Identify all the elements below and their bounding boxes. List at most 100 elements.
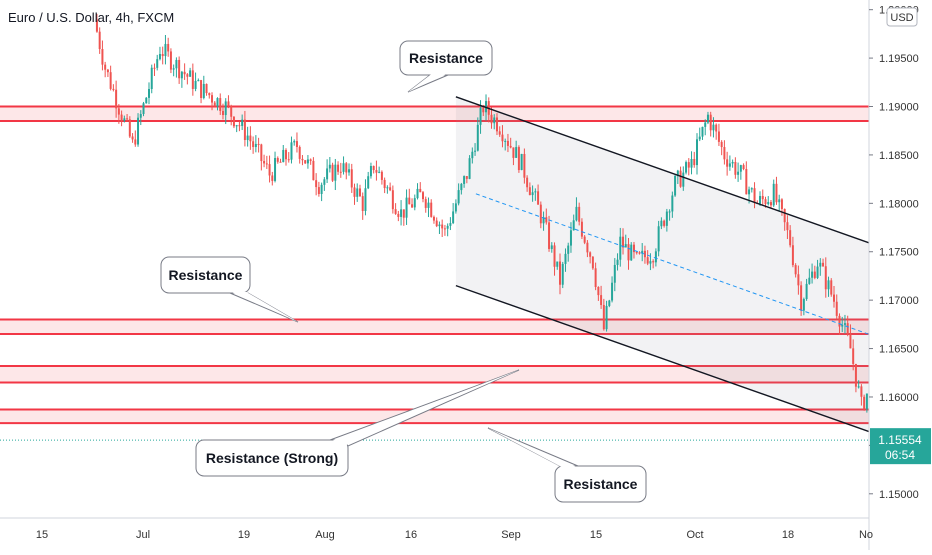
candle-body-232 (731, 161, 734, 164)
candle-body-33 (186, 74, 189, 77)
candle-body-15 (137, 117, 140, 145)
x-tick-label-0: 15 (36, 529, 48, 541)
candle-body-147 (498, 131, 501, 135)
candle-body-103 (378, 171, 381, 173)
candle-body-60 (260, 144, 263, 162)
candle-body-271 (838, 315, 841, 327)
candle-body-110 (397, 213, 400, 217)
candle-body-175 (575, 206, 578, 221)
candle-body-209 (668, 211, 671, 213)
candle-body-121 (427, 202, 430, 208)
candle-body-43 (213, 102, 216, 107)
candle-body-264 (819, 262, 822, 267)
candle-body-280 (863, 396, 866, 410)
candle-body-238 (748, 189, 751, 195)
candle-body-266 (824, 266, 827, 290)
resistance-zone-1 (0, 106, 869, 122)
candle-body-12 (128, 119, 131, 137)
candle-body-191 (619, 236, 622, 260)
callout-box-2 (160, 256, 251, 294)
candle-body-70 (287, 159, 290, 161)
candle-body-18 (145, 97, 148, 104)
candle-body-59 (257, 143, 260, 145)
candle-body-233 (734, 161, 737, 175)
candle-body-270 (835, 301, 838, 316)
candle-body-113 (405, 197, 408, 218)
candle-body-263 (816, 266, 819, 278)
candle-body-176 (578, 206, 581, 222)
candle-body-128 (446, 225, 449, 229)
callout-box-3 (195, 439, 349, 477)
candle-body-214 (682, 172, 685, 187)
callout-label-2: Resistance (169, 267, 243, 283)
candle-body-123 (432, 216, 435, 221)
candle-body-101 (372, 166, 375, 171)
candle-body-173 (569, 230, 572, 246)
candle-body-247 (772, 183, 775, 206)
candle-body-47 (224, 101, 227, 116)
candle-body-258 (802, 299, 805, 311)
candle-body-93 (350, 169, 353, 188)
candle-body-0 (95, 19, 98, 32)
candle-body-277 (854, 363, 857, 387)
candle-body-220 (698, 136, 701, 140)
candle-body-87 (334, 164, 337, 181)
candle-body-73 (295, 141, 298, 147)
candle-body-251 (783, 208, 786, 223)
candle-body-57 (252, 141, 255, 148)
price-axis-panel (869, 0, 932, 550)
candle-body-95 (356, 188, 359, 197)
candle-body-278 (857, 386, 860, 388)
candle-body-140 (479, 107, 482, 125)
candle-body-134 (463, 176, 466, 184)
candle-body-212 (676, 170, 679, 176)
candle-body-225 (712, 124, 715, 131)
candle-body-265 (822, 262, 825, 267)
candle-body-207 (663, 220, 666, 226)
candle-body-64 (271, 175, 274, 181)
candle-body-22 (156, 59, 159, 68)
candle-body-166 (550, 245, 553, 249)
candle-body-267 (827, 280, 830, 290)
candle-body-268 (830, 280, 833, 295)
candle-body-184 (600, 295, 603, 306)
callout-tail-mask-4 (488, 428, 577, 467)
candle-body-137 (471, 151, 474, 159)
candle-body-151 (509, 145, 512, 148)
last-price-label: 1.15554 (878, 433, 922, 447)
candle-body-105 (383, 179, 386, 189)
candle-body-167 (553, 245, 556, 267)
candle-body-208 (665, 211, 668, 226)
candle-body-124 (435, 220, 438, 227)
candle-body-17 (142, 103, 145, 114)
candle-body-40 (205, 83, 208, 94)
candle-body-243 (761, 196, 764, 200)
candle-body-9 (120, 114, 123, 121)
candle-body-189 (613, 264, 616, 283)
candle-body-100 (369, 166, 372, 177)
candle-body-230 (726, 159, 729, 167)
candle-body-3 (104, 64, 107, 70)
candle-body-142 (485, 101, 488, 113)
candle-body-35 (191, 70, 194, 89)
candle-body-179 (586, 242, 589, 253)
candle-body-4 (106, 69, 109, 73)
resistance-zone-2 (0, 319, 869, 335)
candle-body-84 (326, 168, 329, 180)
candle-body-228 (720, 141, 723, 148)
candle-body-218 (693, 158, 696, 166)
candle-body-14 (134, 139, 137, 145)
candle-body-92 (348, 169, 351, 173)
candle-body-213 (679, 170, 682, 187)
candle-body-119 (422, 192, 424, 200)
y-tick-label-0: 1.15000 (879, 489, 919, 501)
candle-body-38 (200, 80, 203, 98)
candle-body-249 (778, 199, 781, 203)
candle-body-165 (548, 222, 551, 249)
candle-body-185 (602, 305, 605, 330)
candle-body-108 (391, 190, 394, 210)
candle-body-259 (805, 283, 808, 300)
candle-body-193 (624, 244, 627, 248)
candle-body-178 (583, 236, 586, 243)
